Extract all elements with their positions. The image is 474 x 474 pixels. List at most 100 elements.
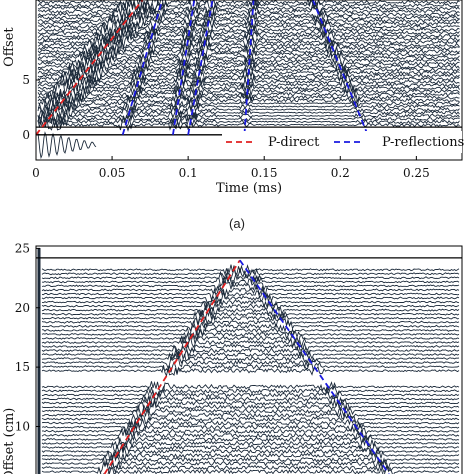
seismic-trace	[41, 445, 460, 459]
seismic-trace	[41, 427, 460, 442]
seismic-trace	[41, 449, 460, 461]
legend-label: P-reflections	[382, 135, 464, 150]
seismic-trace	[41, 456, 460, 470]
seismic-trace	[37, 41, 460, 57]
y-tick-label: 25	[15, 241, 30, 255]
seismic-trace	[41, 310, 460, 325]
seismic-trace	[41, 351, 460, 364]
legend: P-direct P-reflections	[222, 131, 464, 153]
legend-box	[222, 131, 462, 153]
seismic-trace	[41, 424, 460, 438]
arrival-line	[103, 259, 241, 474]
y-tick-label: 5	[22, 73, 30, 87]
seismic-trace	[37, 22, 460, 39]
x-tick-label: 0	[32, 166, 40, 180]
seismic-trace	[37, 87, 460, 103]
seismic-trace	[41, 461, 460, 474]
x-tick-label: 0.15	[251, 166, 278, 180]
seismic-trace	[41, 325, 460, 338]
seismic-trace	[41, 365, 460, 378]
x-tick-label: 0.05	[99, 166, 126, 180]
arrival-line	[35, 0, 144, 136]
seismic-trace	[41, 385, 460, 398]
seismic-trace	[41, 380, 460, 393]
seismic-trace	[37, 96, 460, 112]
seismic-trace	[41, 299, 460, 313]
seismic-trace	[37, 77, 460, 94]
seismic-trace	[41, 295, 460, 310]
arrival-line	[121, 0, 164, 136]
seismic-trace	[41, 308, 460, 322]
seismic-trace	[41, 343, 460, 358]
seismic-trace	[41, 270, 460, 284]
seismic-trace	[41, 340, 460, 354]
arrival-line	[312, 0, 369, 136]
seismic-trace	[41, 317, 460, 329]
seismic-trace	[41, 264, 460, 276]
seismic-trace	[41, 389, 460, 400]
seismic-traces	[41, 264, 460, 474]
seismic-trace	[41, 291, 460, 305]
seismic-trace	[37, 7, 460, 23]
seismic-trace	[37, 0, 460, 10]
x-axis-label: Time (ms)	[216, 181, 282, 196]
arrival-line	[187, 0, 214, 135]
seismic-trace	[37, 89, 460, 106]
seismic-trace	[37, 83, 460, 100]
seismic-trace	[37, 105, 460, 120]
x-tick-label: 0.25	[403, 166, 430, 180]
seismic-trace	[37, 0, 460, 13]
seismic-trace	[41, 287, 460, 302]
panel-caption: (a)	[229, 216, 245, 231]
seismic-trace	[41, 329, 460, 341]
seismic-trace	[41, 400, 460, 415]
seismic-trace	[41, 465, 460, 474]
seismic-trace	[37, 114, 460, 129]
seismic-trace	[41, 334, 460, 350]
seismic-trace	[41, 392, 460, 406]
y-tick-label: 20	[15, 301, 30, 315]
seismic-traces	[37, 0, 460, 160]
arrival-line	[239, 259, 390, 474]
seismic-trace	[41, 304, 460, 318]
seismic-trace	[37, 102, 460, 119]
y-tick-label: 10	[15, 420, 30, 434]
legend-label: P-direct	[268, 135, 320, 150]
seismic-trace	[37, 20, 460, 35]
seismic-trace	[41, 416, 460, 431]
seismic-trace	[41, 396, 460, 409]
seismic-trace	[41, 331, 460, 345]
seismic-trace	[41, 275, 460, 288]
seismic-trace	[37, 111, 460, 127]
x-tick-label: 0.2	[331, 166, 350, 180]
seismic-trace	[41, 356, 460, 370]
seismic-trace	[37, 28, 460, 44]
seismic-trace	[37, 12, 460, 29]
seismic-trace	[41, 453, 460, 467]
seismic-trace	[41, 441, 460, 454]
source-wavelet	[37, 131, 97, 160]
y-tick-label: 15	[15, 360, 30, 374]
y-axis-label: Offset	[2, 27, 17, 67]
y-axis-label: Offset (cm)	[2, 408, 17, 474]
seismic-trace	[37, 99, 460, 114]
plot-frame	[35, 245, 463, 474]
seismic-trace	[41, 432, 460, 446]
arrival-line	[172, 0, 196, 135]
chart-a: 0 0.05 0.1 0.15 0.2 0.25 0 5 Time (ms) Offset P-di…	[2, 0, 464, 196]
seismic-trace	[41, 421, 460, 434]
seismic-trace	[41, 403, 460, 418]
x-tick-label: 0.1	[179, 166, 198, 180]
seismic-trace	[41, 320, 460, 334]
seismic-trace	[41, 437, 460, 450]
y-tick-label: 0	[22, 128, 30, 142]
seismic-trace	[41, 413, 460, 427]
seismic-trace	[41, 348, 460, 361]
arrival-line	[243, 0, 255, 135]
seismic-trace	[41, 408, 460, 422]
seismic-trace	[41, 281, 460, 293]
seismic-trace	[37, 107, 460, 123]
chart-b: 10 15 20 25 Offset (cm)	[2, 241, 463, 474]
seismic-trace	[37, 43, 460, 59]
